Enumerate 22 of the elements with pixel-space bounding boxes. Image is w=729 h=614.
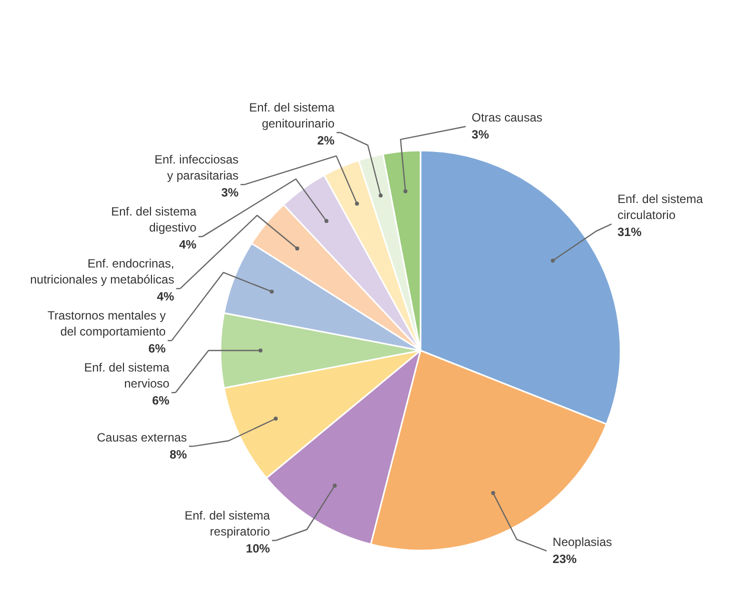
data-label: 6%: [148, 342, 166, 356]
data-label: 6%: [152, 394, 170, 408]
data-label: 10%: [246, 541, 270, 556]
data-label: 4%: [156, 290, 175, 304]
slice-label: Otras causas: [472, 110, 542, 124]
data-label: 4%: [179, 238, 197, 252]
slice-label: Neoplasias: [552, 534, 612, 549]
slice-label: Enf. del sistema respiratorio: [184, 508, 270, 538]
data-label: 31%: [618, 225, 642, 240]
data-label: 3%: [221, 186, 239, 200]
slice-label: Enf. del sistema digestivo: [111, 204, 197, 235]
data-label: 2%: [317, 134, 335, 148]
slice-label: Enf. infecciosas y parasitarias: [154, 152, 239, 183]
data-label: 23%: [552, 552, 577, 566]
data-label: 8%: [170, 447, 188, 462]
slice-label: Enf. endocrinas, nutricionales y metabólicas: [30, 256, 174, 287]
data-label: 3%: [472, 128, 490, 142]
slice-label: Enf. del sistema circulatorio: [618, 192, 704, 222]
slice-label: Trastornos mentales y del comportamiento: [47, 308, 166, 339]
slice-label: Causas externas: [96, 430, 187, 444]
slice-label: Enf. del sistema genitourinario: [249, 100, 335, 131]
slice-label: Enf. del sistema nervioso: [84, 360, 170, 391]
